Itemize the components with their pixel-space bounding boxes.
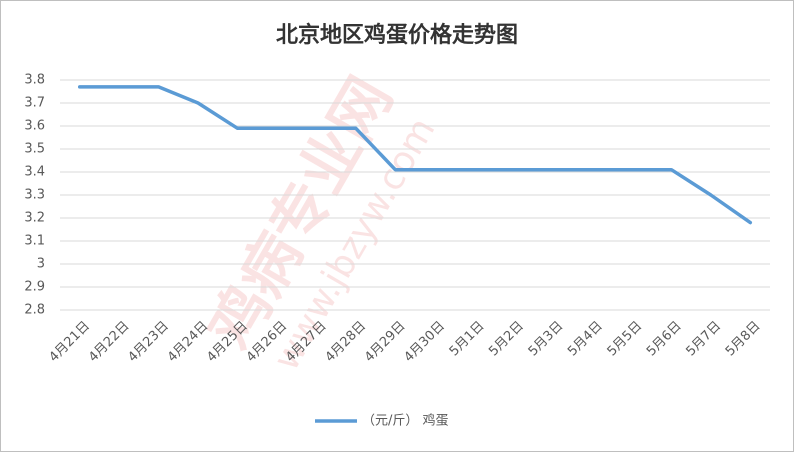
chart-title: 北京地区鸡蛋价格走势图: [276, 22, 518, 48]
y-tick-label: 3.6: [24, 119, 45, 134]
y-tick-label: 3: [37, 257, 45, 272]
y-tick-label: 2.9: [24, 280, 45, 295]
y-tick-label: 3.8: [24, 73, 45, 88]
y-tick-label: 3.4: [24, 165, 45, 180]
y-tick-label: 3.5: [24, 142, 45, 157]
y-tick-label: 3.1: [24, 234, 45, 249]
y-tick-label: 3.3: [24, 188, 45, 203]
y-tick-label: 2.8: [24, 303, 45, 318]
y-tick-label: 3.2: [24, 211, 45, 226]
legend-label: （元/斤） 鸡蛋: [362, 413, 449, 429]
y-tick-label: 3.7: [24, 96, 45, 111]
line-series: [77, 85, 753, 225]
